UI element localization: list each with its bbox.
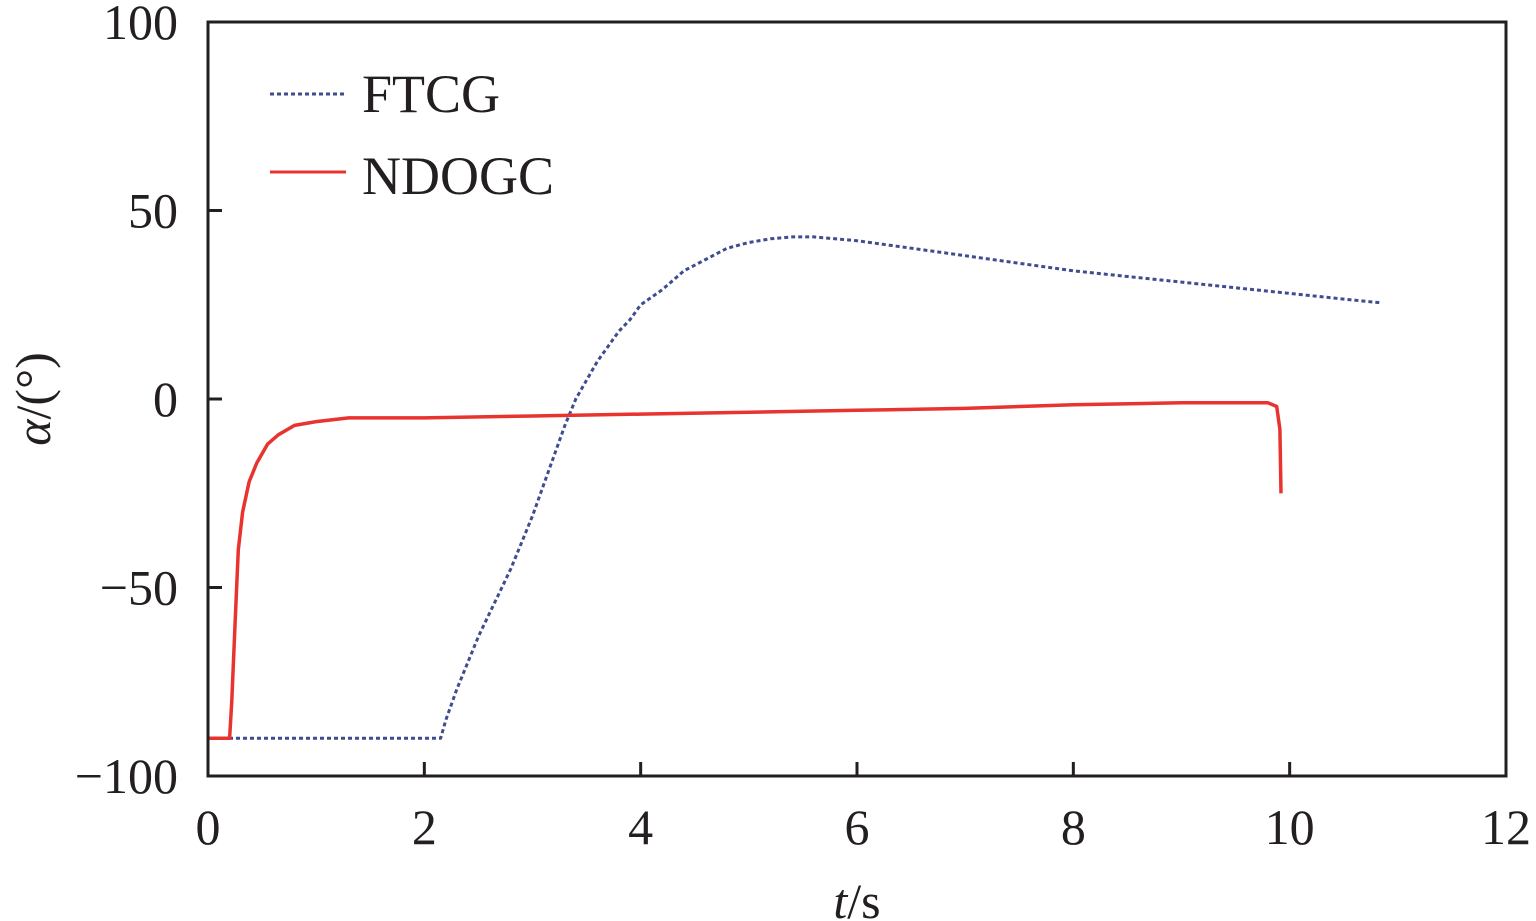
y-axis-label: α/(°) [5,352,61,445]
x-tick-label: 6 [845,799,870,855]
series-line-ndogc [208,401,1283,741]
y-tick-label: −50 [100,560,178,616]
y-axis: −100 −50 0 50 100 [75,0,222,804]
x-tick-label: 10 [1265,799,1315,855]
x-tick-label: 8 [1061,799,1086,855]
legend-label-ndogc: NDOGC [362,146,554,206]
y-tick-label: 0 [153,371,178,427]
legend: FTCG NDOGC [270,64,554,206]
series-layer [208,235,1382,741]
y-axis-label-var: α [5,418,61,446]
x-axis-label-unit: /s [847,873,880,921]
legend-label-ftcg: FTCG [362,64,500,124]
y-tick-label: −100 [75,748,178,804]
y-tick-label: 50 [128,183,178,239]
x-tick-label: 12 [1481,799,1531,855]
x-axis-label: t/s [833,873,880,921]
x-tick-label: 2 [412,799,437,855]
y-tick-label: 100 [103,0,178,50]
x-tick-label: 0 [196,799,221,855]
y-axis-label-unit: /(°) [5,352,61,419]
plot-frame [206,20,1508,778]
series-line-ftcg [208,235,1382,740]
x-tick-label: 4 [628,799,653,855]
x-axis: 0 2 4 6 8 10 12 [196,762,1531,855]
x-axis-label-var: t [833,873,848,921]
